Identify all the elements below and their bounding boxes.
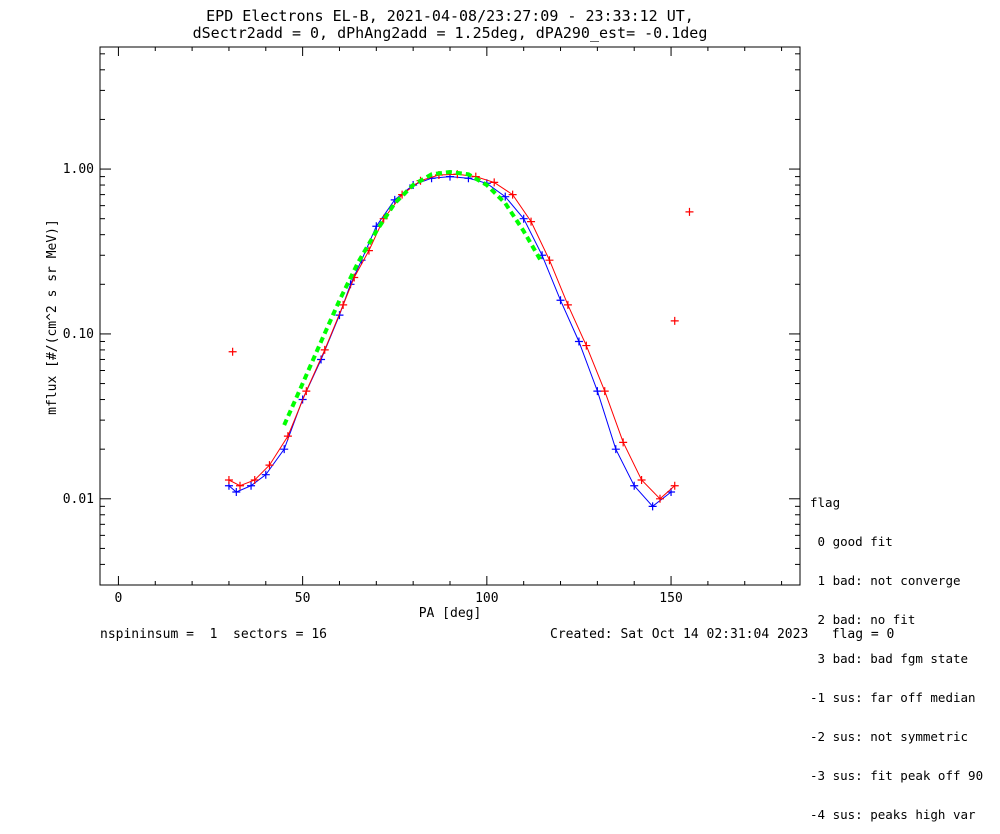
legend-entry: 3 bad: bad fgm state (810, 651, 969, 666)
data-point (317, 355, 326, 364)
y-axis-label: mflux [#/(cm^2 s sr MeV)] (45, 219, 60, 415)
y-tick-label: 1.00 (63, 162, 94, 177)
legend: flag 0 good fit 1 bad: not converge 2 ba… (810, 470, 983, 834)
series-line-0 (228, 176, 672, 507)
x-axis-label: PA [deg] (419, 606, 482, 621)
data-point (545, 256, 554, 265)
chart-subtitle: dSectr2add = 0, dPhAng2add = 1.25deg, dP… (193, 24, 708, 42)
data-point (302, 387, 311, 396)
data-point (574, 337, 583, 346)
data-point (648, 502, 657, 511)
data-point (232, 487, 241, 496)
series-fit-line-3 (282, 169, 544, 426)
data-point (236, 481, 244, 490)
data-point (563, 300, 572, 309)
data-point (519, 214, 528, 223)
data-point (508, 190, 517, 199)
series-line-1 (228, 173, 676, 500)
footer-left: nspininsum = 1 sectors = 16 (100, 627, 327, 642)
data-point (320, 345, 329, 354)
data-point (656, 494, 664, 503)
data-point (250, 476, 259, 485)
legend-entry: 1 bad: not converge (810, 573, 961, 588)
data-point (490, 178, 499, 187)
legend-entry: 0 good fit (810, 534, 893, 549)
chart: EPD Electrons EL-B, 2021-04-08/23:27:09 … (45, 7, 801, 621)
y-tick-label: 0.10 (63, 327, 94, 342)
data-point (261, 470, 270, 479)
legend-title: flag (810, 495, 841, 510)
legend-entry: -2 sus: not symmetric (810, 729, 969, 744)
plot-frame (99, 46, 801, 586)
legend-entry: -3 sus: fit peak off 90 (810, 768, 984, 783)
data-point (685, 207, 694, 216)
chart-title: EPD Electrons EL-B, 2021-04-08/23:27:09 … (206, 7, 694, 25)
data-point (527, 217, 536, 226)
data-point (224, 476, 233, 485)
data-point (670, 481, 679, 490)
data-point (600, 387, 609, 396)
axes: 0 50 100 150 0.01 0.10 1.00 (63, 46, 801, 606)
data-point (611, 445, 620, 454)
data-point (637, 476, 646, 485)
data-point (501, 192, 510, 201)
x-tick-label: 0 (115, 591, 123, 606)
x-tick-label: 50 (295, 591, 311, 606)
footer-right: Created: Sat Oct 14 02:31:04 2023 flag =… (550, 627, 895, 642)
data-point (556, 296, 565, 305)
legend-entry: -4 sus: peaks high var (810, 807, 976, 822)
legend-entry: -1 sus: far off median (810, 690, 976, 705)
data-point (619, 438, 628, 447)
y-tick-label: 0.01 (63, 492, 94, 507)
data-point (630, 481, 639, 490)
data-point (280, 445, 289, 454)
data-point (593, 387, 602, 396)
data-point (283, 432, 292, 441)
data-point (265, 461, 274, 470)
data-layer (224, 169, 694, 511)
data-point (339, 300, 348, 309)
data-point (247, 481, 256, 490)
data-point (228, 347, 237, 356)
legend-entry: 2 bad: no fit (810, 612, 916, 627)
data-point (582, 341, 591, 350)
data-point (670, 316, 679, 325)
x-tick-label: 100 (475, 591, 498, 606)
x-tick-label: 150 (659, 591, 682, 606)
